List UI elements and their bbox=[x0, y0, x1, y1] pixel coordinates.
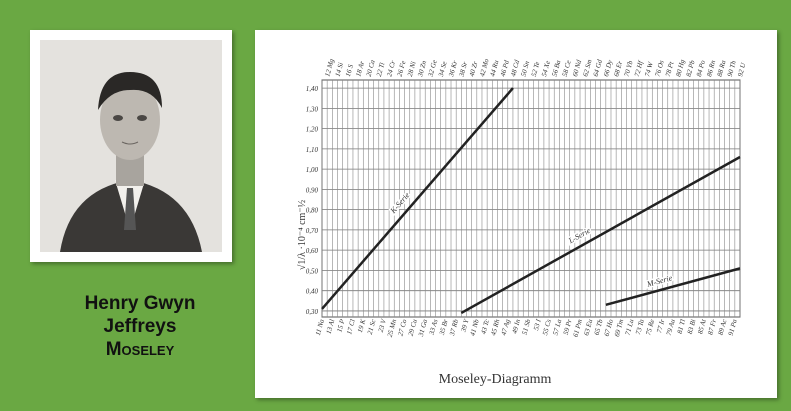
x-tick-label: 78 Pt bbox=[664, 60, 676, 78]
x-tick-label: 21 Sc bbox=[366, 318, 378, 336]
x-tick-label: 59 Pr bbox=[562, 318, 574, 336]
x-tick-label: 26 Fe bbox=[396, 60, 408, 78]
series-line bbox=[605, 267, 741, 307]
name-line: Jeffreys bbox=[103, 316, 177, 337]
person-name: Henry Gwyn Jeffreys Moseley bbox=[30, 292, 250, 361]
x-tick-label: 53 I bbox=[532, 318, 543, 331]
y-tick-label: 1,10 bbox=[306, 146, 319, 154]
y-tick-label: 1,30 bbox=[306, 105, 319, 113]
x-tick-label: 19 K bbox=[356, 318, 367, 333]
x-tick-label: 37 Rb bbox=[448, 318, 460, 337]
x-tick-label: 75 Re bbox=[644, 318, 656, 336]
chart-card: Moseley-Diagramm √1/λ ·10⁻⁴ cm⁻½ 0,30 0,4… bbox=[255, 30, 777, 398]
x-tick-label: 41 Nb bbox=[469, 318, 481, 337]
series-line bbox=[460, 155, 741, 315]
y-tick-label: 0,70 bbox=[306, 227, 319, 235]
name-line: Henry Gwyn bbox=[84, 293, 196, 314]
x-tick-label: 74 W bbox=[643, 60, 655, 77]
x-tick-label: 91 Pa bbox=[727, 318, 739, 337]
y-tick-label: 1,40 bbox=[306, 85, 319, 93]
chart: Moseley-Diagramm √1/λ ·10⁻⁴ cm⁻½ 0,30 0,4… bbox=[297, 57, 748, 387]
x-tick-label: 39 Y bbox=[459, 317, 471, 333]
x-tick-label: 81 Tl bbox=[676, 318, 688, 334]
series-line bbox=[321, 87, 514, 310]
portrait bbox=[40, 40, 222, 252]
x-tick-label: 17 Cl bbox=[345, 318, 357, 335]
x-tick-label: 49 In bbox=[511, 318, 523, 335]
y-tick-label: 0,80 bbox=[306, 207, 319, 215]
x-tick-label: 18 Ar bbox=[354, 60, 366, 77]
x-tick-label: 40 Zr bbox=[468, 60, 480, 77]
x-tick-label: 55 Cs bbox=[541, 318, 553, 336]
name-line: Moseley bbox=[105, 339, 175, 360]
x-tick-label: 16 S bbox=[344, 63, 355, 77]
x-tick-label: 52 Te bbox=[530, 61, 542, 78]
y-tick-label: 0,40 bbox=[306, 288, 319, 296]
y-axis-label: √1/λ ·10⁻⁴ cm⁻½ bbox=[297, 199, 308, 270]
x-tick-label: 79 Au bbox=[665, 318, 677, 336]
x-tick-label: 24 Cr bbox=[385, 60, 397, 78]
x-tick-label: 34 Se bbox=[437, 61, 449, 79]
x-tick-label: 23 V bbox=[377, 318, 388, 333]
x-tick-label: 77 Ir bbox=[655, 318, 666, 334]
chart-title: Moseley-Diagramm bbox=[439, 372, 552, 387]
y-tick-label: 0,90 bbox=[306, 186, 319, 194]
x-tick-label: 22 Ti bbox=[375, 62, 386, 78]
x-tick-label: 28 Ni bbox=[406, 61, 418, 78]
series-label: K-Serie bbox=[388, 190, 412, 215]
y-tick-label: 0,60 bbox=[306, 247, 319, 255]
x-tick-label: 43 Tc bbox=[479, 318, 491, 336]
plot-frame bbox=[321, 79, 741, 318]
x-tick-label: 68 Er bbox=[612, 60, 624, 78]
y-tick-label: 0,30 bbox=[306, 308, 319, 316]
x-tick-label: 47 Ag bbox=[500, 318, 512, 336]
photo-card bbox=[30, 30, 232, 262]
x-tick-label: 73 Ta bbox=[634, 318, 646, 336]
x-tick-label: 87 Fr bbox=[706, 318, 718, 336]
x-tick-label: 54 Xe bbox=[540, 60, 552, 78]
x-tick-label: 13 Al bbox=[325, 318, 337, 334]
x-tick-label: 50 Sn bbox=[519, 60, 531, 78]
x-tick-label: 14 Si bbox=[334, 62, 345, 78]
x-tick-label: 15 P bbox=[335, 318, 346, 333]
x-tick-label: 92 U bbox=[736, 61, 748, 77]
x-tick-label: 83 Bi bbox=[686, 318, 698, 335]
x-tick-label: 85 At bbox=[696, 317, 708, 334]
y-tick-label: 1,20 bbox=[306, 126, 319, 134]
x-tick-label: 38 Sr bbox=[457, 61, 469, 79]
y-tick-label: 0,50 bbox=[306, 267, 319, 275]
x-tick-label: 51 Sb bbox=[521, 318, 533, 336]
y-tick-label: 1,00 bbox=[306, 166, 319, 174]
